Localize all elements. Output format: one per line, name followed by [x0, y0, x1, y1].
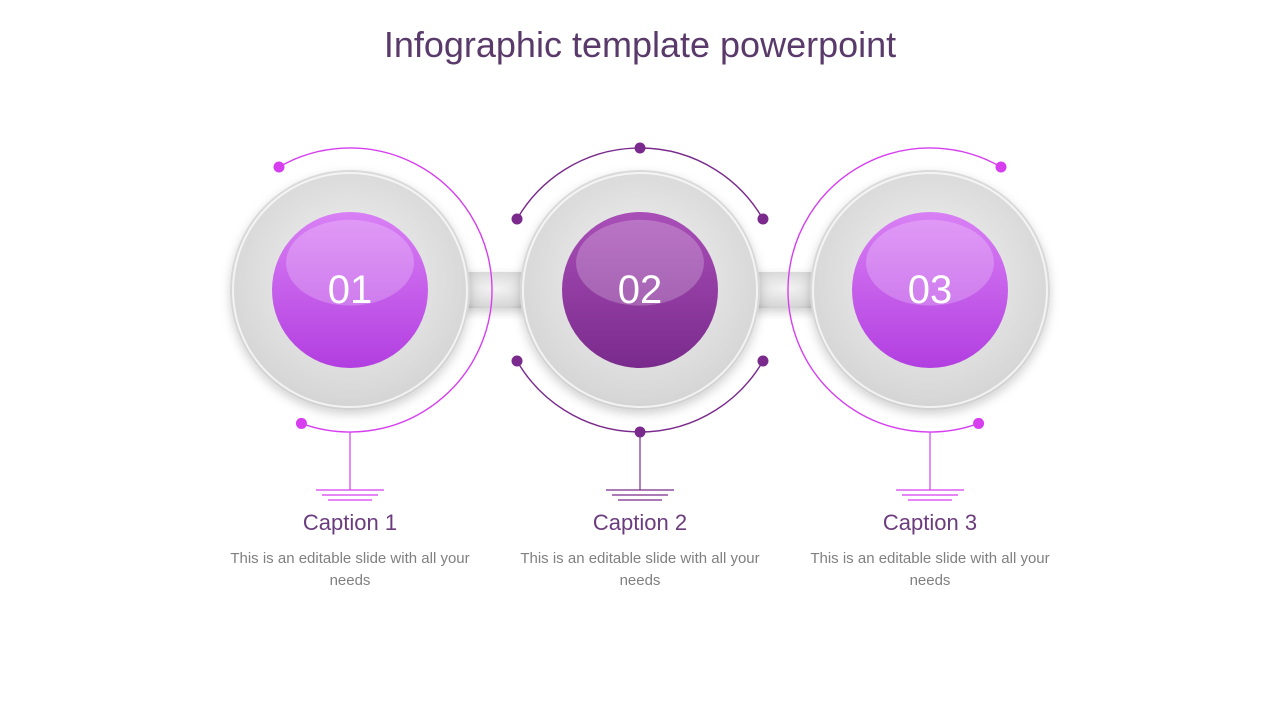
caption-body: This is an editable slide with all your …: [510, 548, 770, 592]
orbit-dot-icon: [512, 214, 523, 225]
orbit-dot-icon: [296, 418, 307, 429]
orbit-dot-icon: [757, 356, 768, 367]
caption-title: Caption 2: [510, 510, 770, 536]
orb-number: 03: [908, 268, 953, 312]
caption-block: Caption 2 This is an editable slide with …: [510, 510, 770, 592]
orb-number: 01: [328, 268, 373, 312]
caption-title: Caption 3: [800, 510, 1060, 536]
orbit-dot-icon: [973, 418, 984, 429]
caption-block: Caption 1 This is an editable slide with …: [220, 510, 480, 592]
caption-body: This is an editable slide with all your …: [220, 548, 480, 592]
orb-number: 02: [618, 268, 663, 312]
caption-body: This is an editable slide with all your …: [800, 548, 1060, 592]
orbit-dot-icon: [512, 356, 523, 367]
orbit-dot-icon: [996, 162, 1007, 173]
caption-block: Caption 3 This is an editable slide with …: [800, 510, 1060, 592]
slide-title: Infographic template powerpoint: [0, 24, 1280, 66]
slide-root: Infographic template powerpoint 01 02 03 C…: [0, 0, 1280, 720]
orbit-dot-icon: [757, 214, 768, 225]
caption-title: Caption 1: [220, 510, 480, 536]
orbit-dot-icon: [635, 143, 646, 154]
orbit-dot-icon: [274, 162, 285, 173]
